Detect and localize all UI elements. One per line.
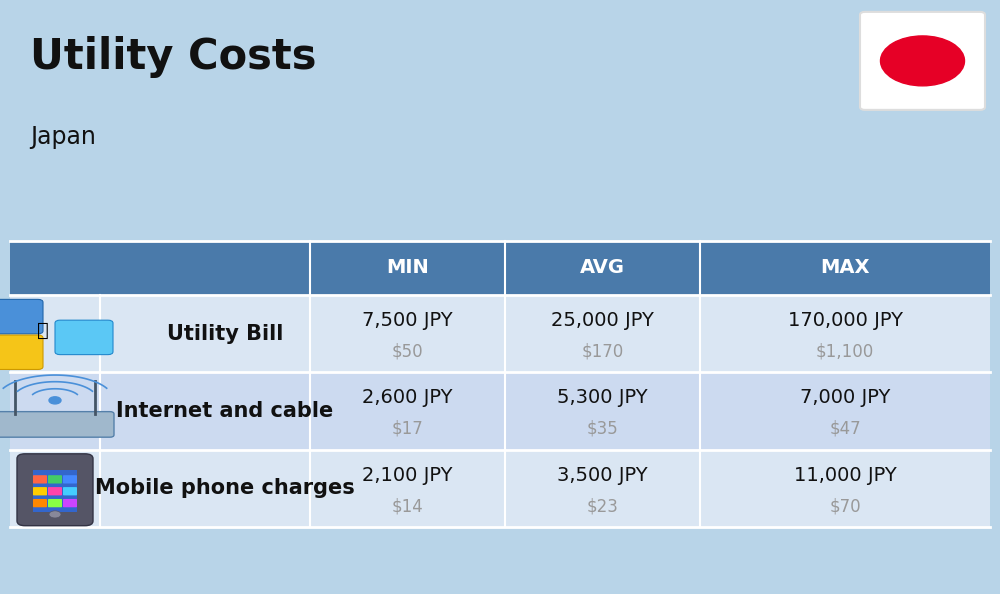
Text: 2,600 JPY: 2,600 JPY bbox=[362, 388, 453, 407]
FancyBboxPatch shape bbox=[33, 487, 47, 495]
Text: Mobile phone charges: Mobile phone charges bbox=[95, 478, 355, 498]
FancyBboxPatch shape bbox=[63, 499, 77, 507]
Text: 👤: 👤 bbox=[37, 321, 49, 340]
FancyBboxPatch shape bbox=[860, 12, 985, 110]
Text: AVG: AVG bbox=[580, 258, 625, 277]
FancyBboxPatch shape bbox=[33, 475, 47, 484]
Text: 2,100 JPY: 2,100 JPY bbox=[362, 466, 453, 485]
Circle shape bbox=[49, 511, 61, 518]
Text: Utility Costs: Utility Costs bbox=[30, 36, 316, 78]
Text: 7,500 JPY: 7,500 JPY bbox=[362, 311, 453, 330]
FancyBboxPatch shape bbox=[33, 470, 77, 512]
Text: $23: $23 bbox=[587, 497, 618, 515]
Circle shape bbox=[881, 36, 964, 86]
FancyBboxPatch shape bbox=[10, 450, 990, 527]
FancyBboxPatch shape bbox=[10, 372, 990, 450]
FancyBboxPatch shape bbox=[48, 475, 62, 484]
Text: Utility Bill: Utility Bill bbox=[167, 324, 283, 344]
FancyBboxPatch shape bbox=[0, 299, 43, 334]
FancyBboxPatch shape bbox=[17, 454, 93, 526]
FancyBboxPatch shape bbox=[63, 475, 77, 484]
Text: 170,000 JPY: 170,000 JPY bbox=[788, 311, 902, 330]
Text: $50: $50 bbox=[392, 343, 423, 361]
Text: $47: $47 bbox=[829, 420, 861, 438]
Text: $170: $170 bbox=[581, 343, 624, 361]
FancyBboxPatch shape bbox=[10, 241, 990, 295]
Text: Internet and cable: Internet and cable bbox=[116, 401, 334, 421]
FancyBboxPatch shape bbox=[48, 487, 62, 495]
Text: MIN: MIN bbox=[386, 258, 429, 277]
Text: 11,000 JPY: 11,000 JPY bbox=[794, 466, 896, 485]
FancyBboxPatch shape bbox=[55, 320, 113, 355]
Text: $14: $14 bbox=[392, 497, 423, 515]
Text: $17: $17 bbox=[392, 420, 423, 438]
FancyBboxPatch shape bbox=[63, 487, 77, 495]
FancyBboxPatch shape bbox=[48, 499, 62, 507]
Text: 25,000 JPY: 25,000 JPY bbox=[551, 311, 654, 330]
FancyBboxPatch shape bbox=[0, 412, 114, 437]
Text: 3,500 JPY: 3,500 JPY bbox=[557, 466, 648, 485]
Text: 7,000 JPY: 7,000 JPY bbox=[800, 388, 890, 407]
Text: $70: $70 bbox=[829, 497, 861, 515]
FancyBboxPatch shape bbox=[0, 335, 43, 369]
Text: Japan: Japan bbox=[30, 125, 96, 148]
FancyBboxPatch shape bbox=[33, 499, 47, 507]
Text: 5,300 JPY: 5,300 JPY bbox=[557, 388, 648, 407]
Text: $1,100: $1,100 bbox=[816, 343, 874, 361]
Text: MAX: MAX bbox=[820, 258, 870, 277]
FancyBboxPatch shape bbox=[10, 295, 990, 372]
Circle shape bbox=[49, 397, 61, 404]
Text: $35: $35 bbox=[587, 420, 618, 438]
